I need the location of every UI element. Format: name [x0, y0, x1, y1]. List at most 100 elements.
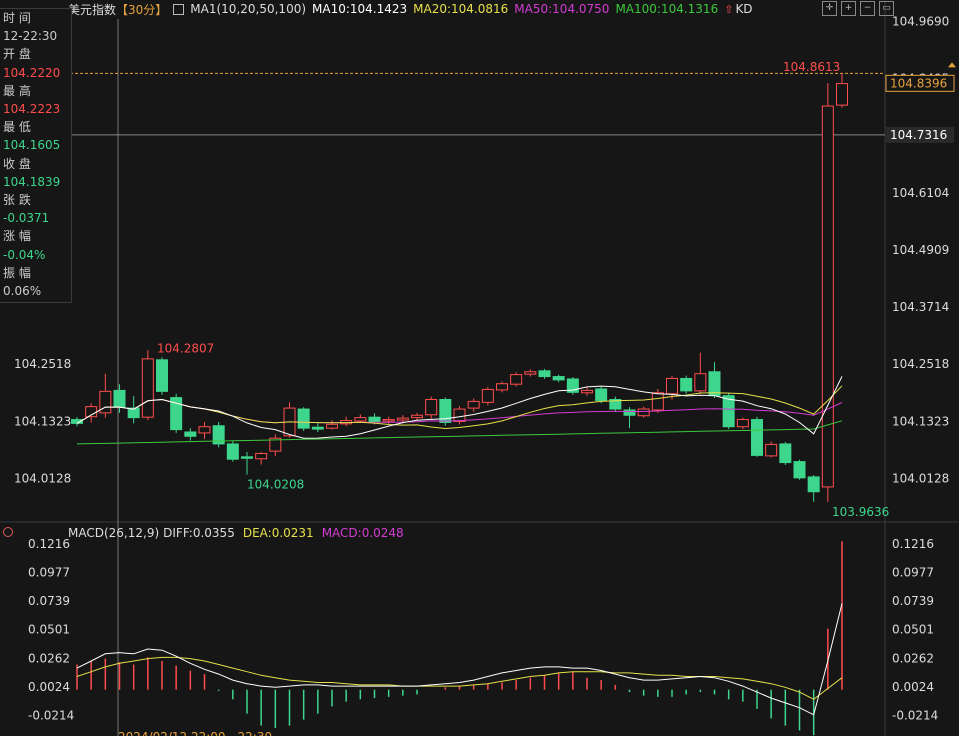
- candle-body: [297, 408, 310, 429]
- chart-toolbar: ✛ + − ▭: [822, 1, 894, 16]
- amplitude-value: 0.06%: [3, 284, 42, 299]
- candle-body: [226, 443, 239, 460]
- settings-icon[interactable]: ▭: [879, 1, 894, 16]
- y-axis-tick-label: 104.0128: [892, 471, 949, 485]
- amplitude-label: 振 幅: [3, 265, 31, 280]
- macd-axis-tick-label: 0.1216: [892, 537, 934, 551]
- macd-diff-value: DIFF:0.0355: [163, 526, 235, 540]
- candle-body: [113, 389, 126, 408]
- macd-settings-icon[interactable]: [3, 527, 13, 537]
- y-axis-tick-label: 104.9690: [892, 14, 949, 28]
- candle-body: [326, 423, 338, 429]
- candle-body: [510, 374, 523, 385]
- low-value: 104.1605: [3, 138, 61, 153]
- candle-body: [765, 443, 778, 457]
- left-axis-tick-label: 104.0128: [14, 471, 71, 485]
- open-label: 开 盘: [3, 47, 31, 62]
- high-value: 104.2223: [3, 102, 61, 117]
- macd-dea-value: DEA:0.0231: [242, 526, 314, 540]
- candle-body: [751, 419, 763, 456]
- candle-body: [821, 105, 834, 488]
- pct-label: 涨 幅: [3, 229, 31, 244]
- candle-body: [453, 408, 466, 422]
- candle-body: [496, 383, 508, 391]
- y-axis-tick-label: 104.4909: [892, 243, 949, 257]
- candle-body: [198, 426, 211, 434]
- candle-body: [666, 377, 678, 395]
- ma100-line: [76, 420, 843, 445]
- y-axis-tick-label: 104.6104: [892, 186, 949, 200]
- change-value: -0.0371: [3, 211, 50, 226]
- left-axis-tick-label: 104.1323: [14, 414, 71, 428]
- ma10-line: [76, 376, 843, 439]
- time-axis-label: 2024/02/12 22:00 - 22:30: [118, 730, 272, 736]
- macd-left-tick-label: 0.0739: [28, 594, 70, 608]
- close-value: 104.1839: [3, 174, 61, 189]
- current-price-tag: [885, 74, 955, 92]
- ma100-value: MA100:104.1316: [615, 2, 719, 16]
- low-label: 最 低: [3, 120, 31, 135]
- crosshair-price-tag-text: 104.7316: [890, 128, 947, 142]
- candle-body: [680, 377, 693, 392]
- low-annotation-label: 103.9636: [832, 505, 889, 519]
- candle-body: [552, 376, 565, 381]
- candle-body: [127, 407, 140, 419]
- candle-body: [156, 359, 168, 392]
- zoom-out-icon[interactable]: −: [860, 1, 875, 16]
- candle-body: [467, 400, 480, 409]
- change-label: 张 跌: [3, 193, 31, 208]
- ma-params-label[interactable]: MA1(10,20,50,100): [190, 2, 307, 16]
- kd-label[interactable]: KD: [735, 2, 753, 16]
- candle-body: [581, 389, 593, 394]
- ohlc-info-panel: 时 间 12-22:30 开 盘 104.2220 最 高 104.2223 最…: [0, 8, 72, 303]
- candle-body: [595, 388, 608, 401]
- candle-body: [311, 426, 324, 430]
- alert-arrow-icon: [948, 62, 956, 68]
- candle-body: [382, 419, 395, 422]
- zoom-in-icon[interactable]: +: [841, 1, 856, 16]
- candle-body: [241, 456, 253, 459]
- y-axis-tick-label: 104.2518: [892, 357, 949, 371]
- low-annotation-label: 104.0208: [247, 478, 304, 492]
- left-axis-tick-label: 104.2518: [14, 357, 71, 371]
- candle-body: [99, 390, 112, 414]
- macd-axis-tick-label: -0.0214: [892, 708, 938, 722]
- macd-left-tick-label: 0.0262: [28, 651, 70, 665]
- dea-line: [76, 656, 843, 700]
- up-arrow-icon: ⇧: [724, 2, 734, 16]
- instrument-name[interactable]: 美元指数: [68, 2, 117, 17]
- time-value: 12-22:30: [3, 29, 58, 44]
- period-label[interactable]: 【30分】: [116, 2, 168, 17]
- candle-body: [623, 409, 636, 416]
- macd-axis-tick-label: 0.0262: [892, 651, 934, 665]
- candle-body: [170, 397, 183, 431]
- pct-value: -0.04%: [3, 247, 46, 262]
- candle-body: [736, 419, 749, 428]
- candle-body: [212, 425, 225, 445]
- macd-axis-tick-label: 0.0024: [892, 680, 934, 694]
- candle-body: [807, 476, 820, 493]
- candle-body: [269, 437, 282, 452]
- ma20-value: MA20:104.0816: [413, 2, 509, 16]
- y-axis-tick-label: 104.3714: [892, 300, 949, 314]
- open-value: 104.2220: [3, 65, 61, 80]
- crosshair-icon[interactable]: ✛: [822, 1, 837, 16]
- candle-body: [524, 371, 537, 375]
- macd-params-label[interactable]: MACD(26,12,9): [68, 526, 160, 540]
- macd-header: MACD(26,12,9) DIFF:0.0355 DEA:0.0231 MAC…: [68, 526, 404, 540]
- macd-axis-tick-label: 0.0977: [892, 566, 934, 580]
- candle-body: [439, 398, 452, 423]
- candle-body: [411, 414, 423, 419]
- macd-left-tick-label: 0.0977: [28, 566, 70, 580]
- candle-body: [779, 443, 792, 464]
- candle-body: [793, 461, 806, 479]
- high-annotation-label: 104.8613: [783, 60, 840, 74]
- crosshair-price-tag: [886, 126, 954, 143]
- macd-left-tick-label: 0.0024: [28, 680, 70, 694]
- candle-body: [538, 370, 551, 378]
- candle-body: [637, 408, 650, 417]
- candle-body: [722, 395, 735, 428]
- ma-settings-icon[interactable]: [173, 3, 185, 15]
- candle-body: [651, 392, 664, 411]
